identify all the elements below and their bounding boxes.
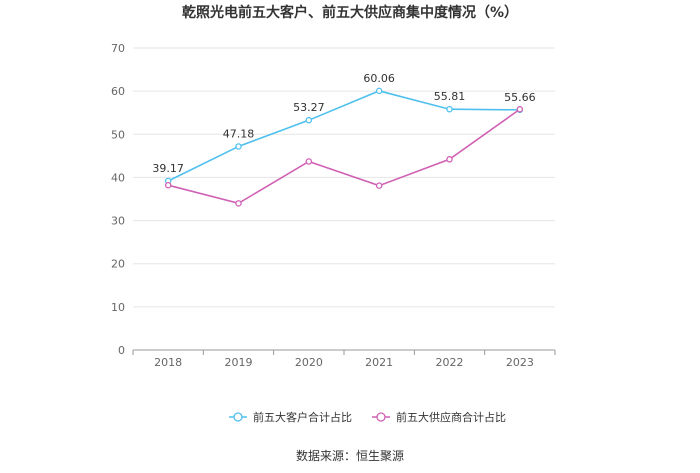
legend-label: 前五大供应商合计占比 [396,410,506,424]
data-label: 55.81 [434,90,466,103]
data-point[interactable] [516,106,524,113]
data-point[interactable] [375,87,383,95]
y-tick-label: 40 [111,171,125,184]
x-axis: 2018 2019 2020 2021 2022 2023 [132,349,556,369]
source-note: 数据来源：恒生聚源 [296,448,404,463]
y-axis-ticks: 0 10 20 30 40 50 60 70 [111,42,125,357]
x-tick-label: 2021 [365,356,393,369]
data-point[interactable] [164,181,172,189]
x-tick-label: 2020 [295,356,323,369]
series-1 [164,106,524,207]
legend-marker [233,412,243,422]
y-tick-label: 20 [111,258,125,271]
data-label: 55.66 [504,91,536,104]
y-tick-label: 50 [111,128,125,141]
series-0: 39.17 47.18 53.27 60.06 55.81 55.66 [152,72,536,185]
legend-item-0[interactable]: 前五大客户合计占比 [229,410,352,424]
data-point[interactable] [446,156,453,163]
data-point[interactable] [305,116,313,124]
data-point[interactable] [375,182,383,189]
data-label: 60.06 [363,72,395,85]
x-tick-label: 2019 [225,356,253,369]
series-group: 39.17 47.18 53.27 60.06 55.81 55.66 [152,72,536,207]
chart-title: 乾照光电前五大客户、前五大供应商集中度情况（%） [182,4,518,21]
data-point[interactable] [235,143,242,150]
legend-item-1[interactable]: 前五大供应商合计占比 [372,410,506,424]
x-tick-label: 2022 [436,356,464,369]
x-tick-label: 2023 [506,356,534,369]
series-line [167,90,520,182]
y-tick-label: 60 [111,85,125,98]
legend[interactable]: 前五大客户合计占比 前五大供应商合计占比 [229,410,506,424]
y-tick-label: 70 [111,42,125,55]
y-tick-label: 10 [111,301,125,314]
y-tick-label: 30 [111,215,125,228]
data-label: 53.27 [293,101,325,114]
legend-marker [376,412,386,422]
x-tick-label: 2018 [154,356,182,369]
grid-lines [133,47,555,308]
legend-label: 前五大客户合计占比 [253,410,352,424]
series-line [167,108,521,205]
data-label: 47.18 [223,127,255,140]
data-point[interactable] [446,105,453,113]
data-label: 39.17 [152,162,184,175]
y-tick-label: 0 [118,344,125,357]
data-point[interactable] [305,158,313,165]
data-point[interactable] [235,200,242,207]
